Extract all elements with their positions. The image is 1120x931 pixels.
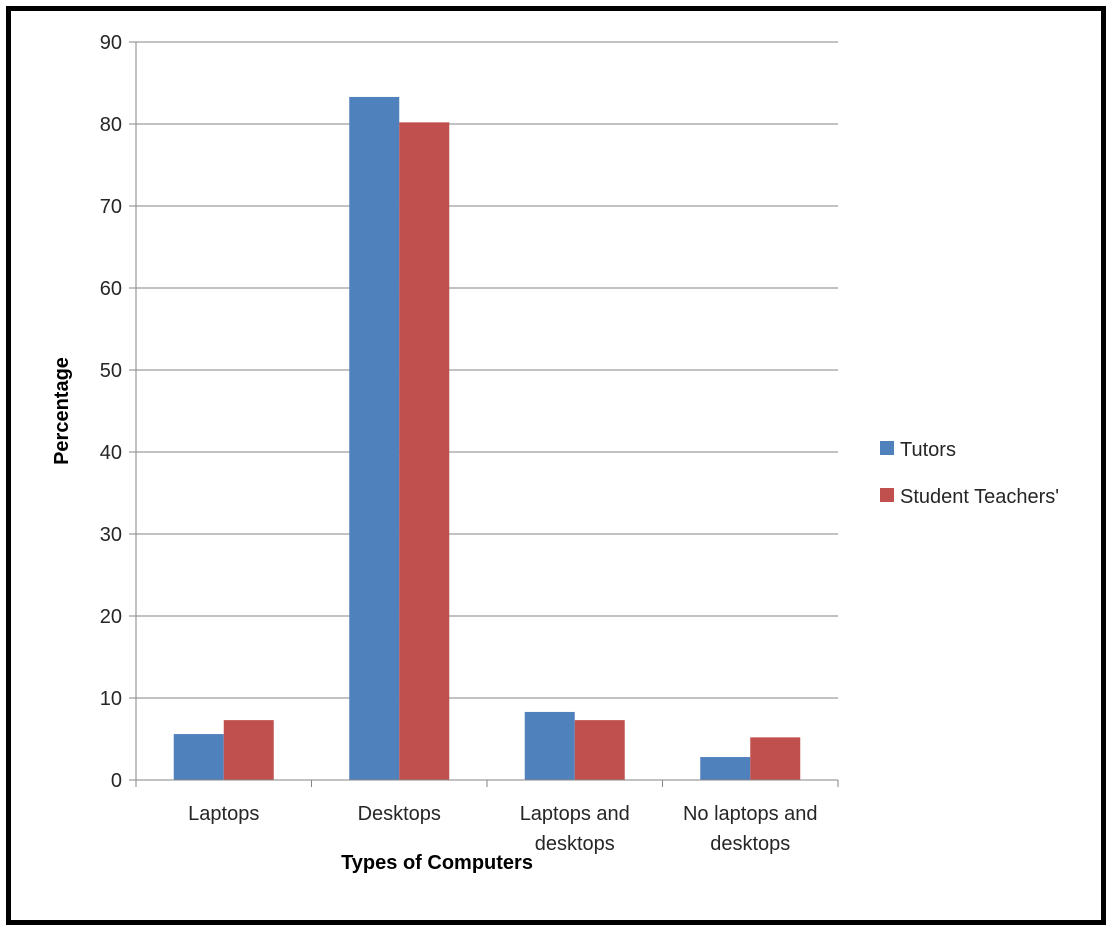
y-tick-label: 50 (100, 360, 122, 382)
x-category-label: desktops (710, 833, 790, 855)
bar-student-teachers-0 (223, 720, 274, 780)
y-tick-label: 30 (100, 524, 122, 546)
bar-tutors-0 (173, 734, 224, 780)
bar-student-teachers-1 (399, 122, 450, 781)
y-tick-label: 80 (100, 114, 122, 136)
y-tick-label: 40 (100, 442, 122, 464)
bars (173, 96, 801, 781)
x-category-label: Laptops and (520, 803, 630, 825)
y-tick-label: 90 (100, 32, 122, 54)
legend-label: Student Teachers' (900, 486, 1059, 508)
y-tick-label: 20 (100, 606, 122, 628)
bar-student-teachers-2 (574, 720, 625, 780)
y-axis-ticks: 0 10 20 30 40 50 60 70 80 90 (100, 32, 136, 792)
y-tick-label: 10 (100, 688, 122, 710)
x-category-label: Laptops (188, 803, 259, 825)
bar-student-teachers-3 (750, 737, 801, 780)
axes (135, 42, 839, 787)
legend: Tutors Student Teachers' (880, 439, 1059, 508)
bar-tutors-1 (349, 96, 400, 780)
gridlines (136, 41, 838, 699)
x-axis-title: Types of Computers (341, 852, 533, 874)
legend-label: Tutors (900, 439, 956, 461)
x-axis-categories: Laptops Desktops Laptops and desktops No lap… (188, 803, 817, 855)
legend-swatch (880, 441, 894, 455)
x-category-label: No laptops and (683, 803, 818, 825)
bar-tutors-2 (524, 711, 575, 780)
y-axis-title: Percentage (51, 357, 73, 465)
x-category-label: Desktops (358, 803, 441, 825)
y-tick-label: 70 (100, 196, 122, 218)
x-category-label: desktops (535, 833, 615, 855)
bar-tutors-3 (700, 757, 751, 780)
y-tick-label: 0 (111, 770, 122, 792)
legend-swatch (880, 488, 894, 502)
y-tick-label: 60 (100, 278, 122, 300)
